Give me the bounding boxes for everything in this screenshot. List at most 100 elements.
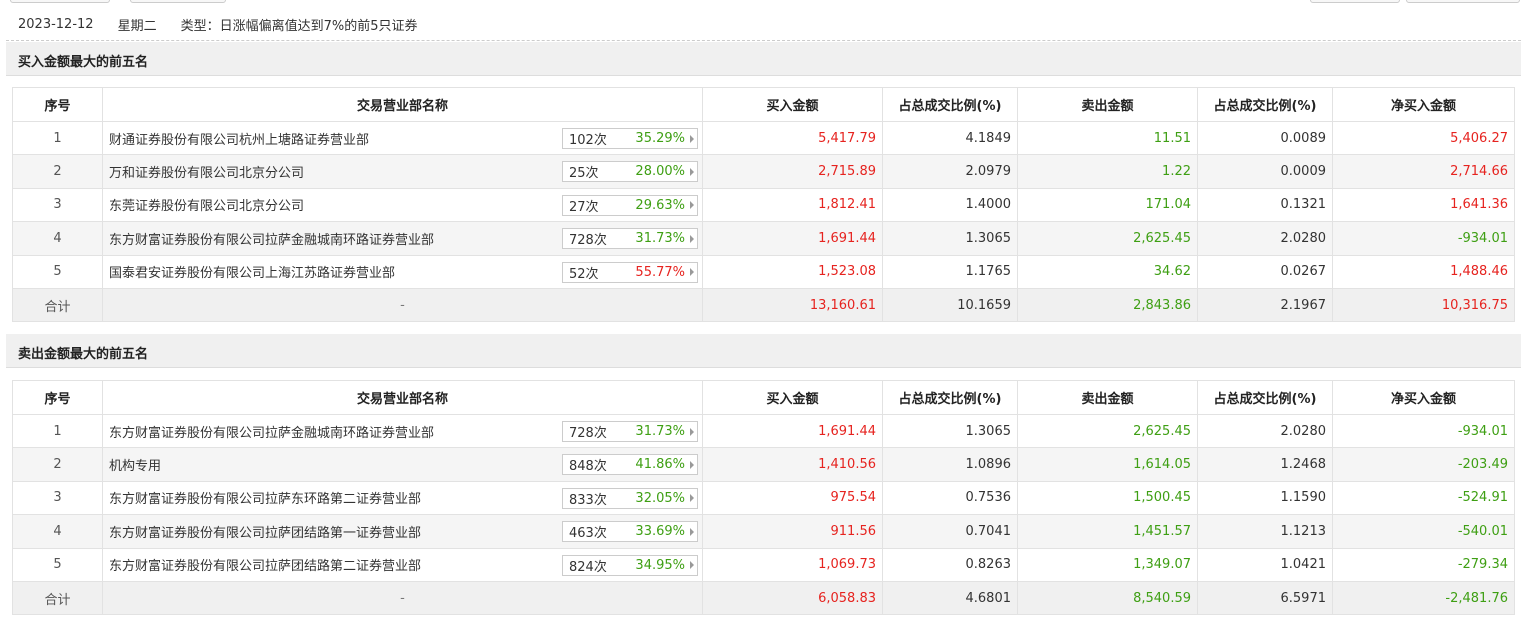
chevron-right-icon[interactable] (687, 229, 697, 248)
broker-name[interactable]: 东方财富证券股份有限公司拉萨金融城南环路证券营业部 (109, 425, 435, 441)
sell-section-header: 卖出金额最大的前五名 (6, 334, 1521, 368)
col-header-buy[interactable]: 买入金额 (702, 380, 883, 415)
table-row[interactable]: 3 东方财富证券股份有限公司拉萨东环路第二证券营业部 833次 32.05% 975.5… (12, 480, 1515, 516)
broker-name-cell: 机构专用 848次 41.86% (102, 447, 703, 482)
col-header-sell[interactable]: 卖出金额 (1017, 87, 1198, 122)
win-rate: 28.00% (635, 164, 685, 180)
broker-stats-badge[interactable]: 824次 34.95% (562, 554, 698, 576)
sell-amount: 1.22 (1017, 154, 1198, 189)
col-header-net[interactable]: 净买入金额 (1332, 87, 1515, 122)
broker-name-cell: 国泰君安证券股份有限公司上海江苏路证券营业部 52次 55.77% (102, 254, 703, 289)
table-row[interactable]: 4 东方财富证券股份有限公司拉萨团结路第一证券营业部 463次 33.69% 911.5… (12, 514, 1515, 549)
col-header-sell-pct[interactable]: 占总成交比例(%) (1197, 380, 1333, 415)
buy-ratio: 1.1765 (882, 254, 1018, 289)
table-row[interactable]: 2 机构专用 848次 41.86% 1,410.56 1.0896 1,614.05 1.2… (12, 447, 1515, 482)
net-buy-amount: -524.91 (1332, 480, 1515, 516)
table-row[interactable]: 3 东莞证券股份有限公司北京分公司 27次 29.63% 1,812.41 1.4000 1… (12, 187, 1515, 223)
broker-name[interactable]: 万和证券股份有限公司北京分公司 (109, 166, 305, 182)
win-rate: 32.05% (635, 490, 685, 506)
table-row[interactable]: 4 东方财富证券股份有限公司拉萨金融城南环路证券营业部 728次 31.73% 1,69… (12, 221, 1515, 256)
broker-name[interactable]: 国泰君安证券股份有限公司上海江苏路证券营业部 (109, 266, 396, 282)
sell-ratio: 0.0009 (1197, 154, 1333, 189)
win-rate: 34.95% (635, 557, 685, 573)
appearance-count: 728次 (569, 426, 607, 441)
table-row[interactable]: 2 万和证券股份有限公司北京分公司 25次 28.00% 2,715.89 2.0979 1… (12, 154, 1515, 189)
col-header-net[interactable]: 净买入金额 (1332, 380, 1515, 415)
type-label: 类型： (180, 18, 220, 34)
row-index: 2 (12, 447, 103, 482)
broker-name[interactable]: 东莞证券股份有限公司北京分公司 (109, 199, 305, 215)
total-buy-amount: 6,058.83 (702, 580, 883, 616)
type-value: 日涨幅偏离值达到7%的前5只证券 (219, 18, 418, 34)
buy-ratio: 0.8263 (882, 547, 1018, 582)
row-index: 1 (12, 120, 103, 156)
total-net-buy-amount: -2,481.76 (1332, 580, 1515, 616)
chevron-right-icon[interactable] (687, 556, 697, 575)
table-row[interactable]: 5 国泰君安证券股份有限公司上海江苏路证券营业部 52次 55.77% 1,523.08… (12, 254, 1515, 289)
broker-stats-badge[interactable]: 728次 31.73% (562, 228, 698, 250)
appearance-count: 833次 (569, 492, 607, 508)
broker-stats-badge[interactable]: 848次 41.86% (562, 454, 698, 476)
chevron-right-icon[interactable] (687, 455, 697, 474)
broker-stats-badge[interactable]: 833次 32.05% (562, 487, 698, 509)
broker-stats-badge[interactable]: 52次 55.77% (562, 261, 698, 283)
net-buy-amount: -203.49 (1332, 447, 1515, 482)
col-header-buy-pct[interactable]: 占总成交比例(%) (882, 380, 1018, 415)
total-label: 合计 (12, 287, 103, 323)
chevron-right-icon[interactable] (687, 489, 697, 508)
win-rate: 31.73% (635, 231, 685, 247)
tab-stub[interactable] (1310, 0, 1400, 3)
buy-top5-table: 序号 交易营业部名称 买入金额 占总成交比例(%) 卖出金额 占总成交比例(%)… (12, 87, 1515, 323)
col-header-sell[interactable]: 卖出金额 (1017, 380, 1198, 415)
broker-stats-badge[interactable]: 463次 33.69% (562, 521, 698, 543)
buy-amount: 975.54 (702, 480, 883, 516)
broker-name[interactable]: 东方财富证券股份有限公司拉萨团结路第二证券营业部 (109, 559, 422, 575)
broker-name[interactable]: 东方财富证券股份有限公司拉萨金融城南环路证券营业部 (109, 232, 435, 248)
tab-stub[interactable] (10, 0, 110, 3)
row-index: 4 (12, 514, 103, 549)
broker-stats-badge[interactable]: 27次 29.63% (562, 194, 698, 216)
broker-name-cell: 东方财富证券股份有限公司拉萨团结路第一证券营业部 463次 33.69% (102, 514, 703, 549)
broker-name[interactable]: 东方财富证券股份有限公司拉萨团结路第一证券营业部 (109, 525, 422, 541)
total-net-buy-amount: 10,316.75 (1332, 287, 1515, 323)
buy-amount: 911.56 (702, 514, 883, 549)
broker-name[interactable]: 财通证券股份有限公司杭州上塘路证券营业部 (109, 132, 370, 148)
total-buy-ratio: 10.1659 (882, 287, 1018, 323)
total-sell-amount: 8,540.59 (1017, 580, 1198, 616)
broker-name[interactable]: 机构专用 (109, 459, 162, 475)
col-header-buy-pct[interactable]: 占总成交比例(%) (882, 87, 1018, 122)
chevron-right-icon[interactable] (687, 263, 697, 282)
broker-stats-badge[interactable]: 102次 35.29% (562, 128, 698, 149)
table-row[interactable]: 5 东方财富证券股份有限公司拉萨团结路第二证券营业部 824次 34.95% 1,069… (12, 547, 1515, 582)
buy-amount: 1,691.44 (702, 221, 883, 256)
sell-ratio: 2.0280 (1197, 413, 1333, 449)
sell-amount: 34.62 (1017, 254, 1198, 289)
row-index: 5 (12, 254, 103, 289)
table-row[interactable]: 1 东方财富证券股份有限公司拉萨金融城南环路证券营业部 728次 31.73% 1,69… (12, 413, 1515, 449)
row-index: 3 (12, 480, 103, 516)
total-sell-ratio: 6.5971 (1197, 580, 1333, 616)
buy-ratio: 4.1849 (882, 120, 1018, 156)
col-header-sell-pct[interactable]: 占总成交比例(%) (1197, 87, 1333, 122)
tab-stub[interactable] (1406, 0, 1520, 3)
sell-ratio: 1.1590 (1197, 480, 1333, 516)
sell-ratio: 0.0267 (1197, 254, 1333, 289)
broker-name[interactable]: 东方财富证券股份有限公司拉萨东环路第二证券营业部 (109, 492, 422, 508)
tab-stub[interactable] (130, 0, 226, 3)
chevron-right-icon[interactable] (687, 162, 697, 181)
chevron-right-icon[interactable] (687, 422, 697, 441)
chevron-right-icon[interactable] (687, 129, 697, 148)
win-rate: 41.86% (635, 457, 685, 473)
chevron-right-icon[interactable] (687, 196, 697, 215)
sell-amount: 2,625.45 (1017, 221, 1198, 256)
table-header-row: 序号 交易营业部名称 买入金额 占总成交比例(%) 卖出金额 占总成交比例(%)… (12, 380, 1515, 415)
buy-amount: 5,417.79 (702, 120, 883, 156)
weekday: 星期二 (117, 18, 157, 34)
win-rate: 31.73% (635, 424, 685, 439)
broker-stats-badge[interactable]: 25次 28.00% (562, 161, 698, 183)
chevron-right-icon[interactable] (687, 522, 697, 541)
col-header-buy[interactable]: 买入金额 (702, 87, 883, 122)
table-row[interactable]: 1 财通证券股份有限公司杭州上塘路证券营业部 102次 35.29% 5,417.79 4… (12, 120, 1515, 156)
sell-ratio: 1.1213 (1197, 514, 1333, 549)
broker-stats-badge[interactable]: 728次 31.73% (562, 421, 698, 442)
